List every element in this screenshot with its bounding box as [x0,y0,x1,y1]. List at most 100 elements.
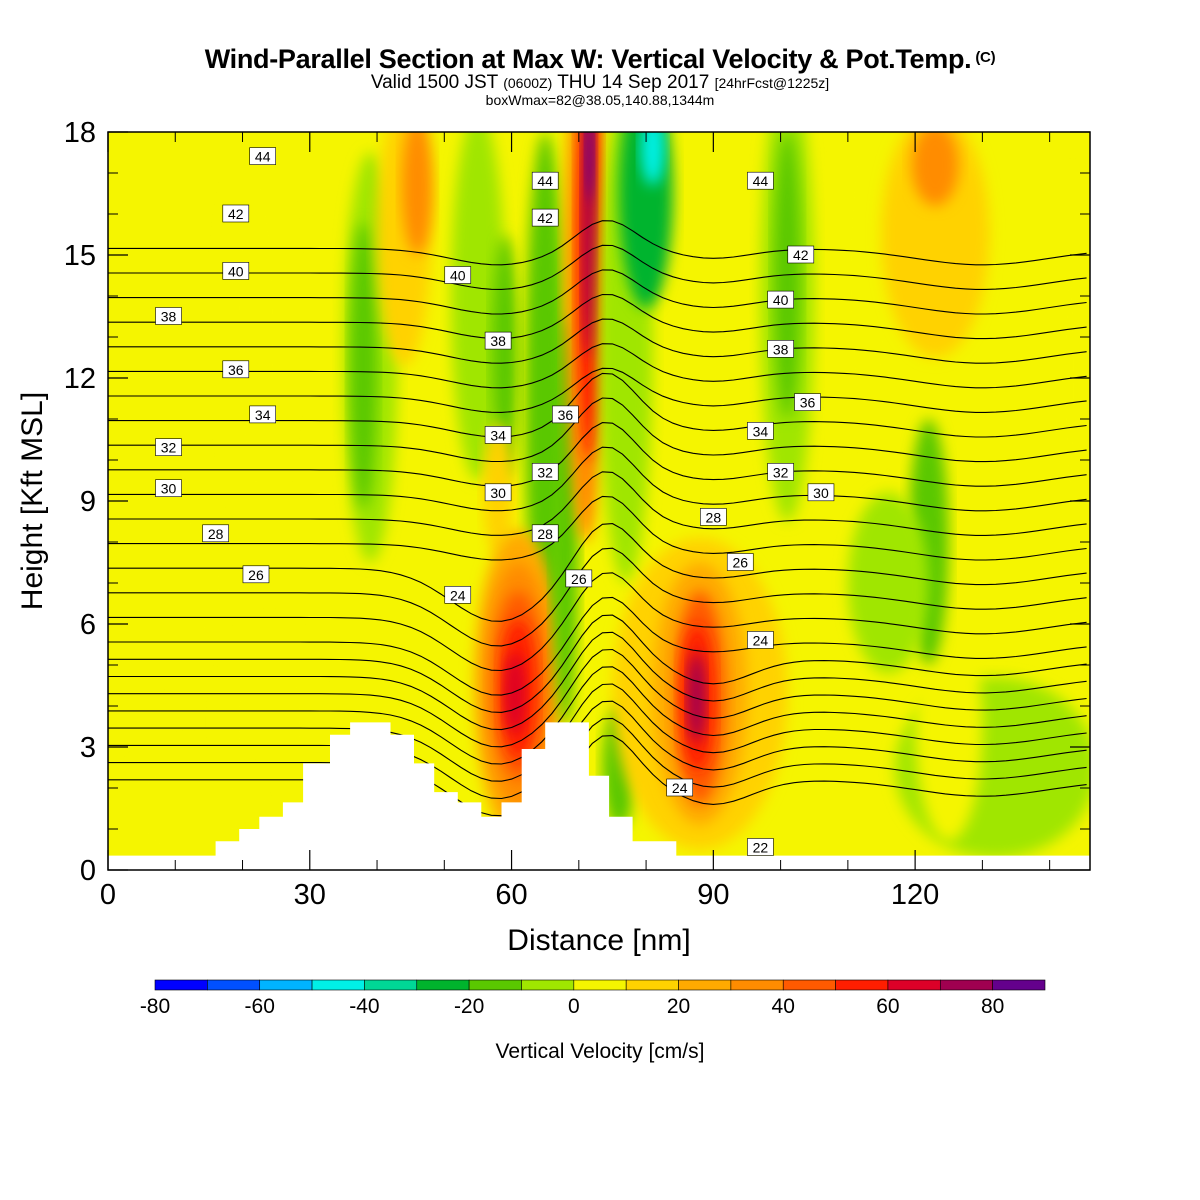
contour-label-5: 26 [571,571,587,587]
contour-label-15: 32 [773,464,789,480]
vv-region-24 [585,132,594,202]
contour-label-box-33 [747,171,774,190]
chart-title: Wind-Parallel Section at Max W: Vertical… [0,44,1200,75]
theta-contour-31 [108,572,1087,672]
contour-label-box-30 [787,245,815,264]
y-tick-label-2: 6 [80,609,96,641]
contour-label-box-13 [155,438,182,457]
contour-labels: 22 24 24 24 26 26 26 28 28 28 30 30 30 32 32 32 34 34 34 36… [155,147,835,856]
colorbar-tick-label-0: -80 [140,995,170,1018]
vv-region-27 [640,132,665,186]
colorbar-tick-label-2: -40 [349,995,379,1018]
contour-label-box-12 [807,483,835,502]
vv-region-11 [451,132,505,481]
contour-label-19: 36 [228,362,244,378]
contour-label-26: 40 [450,268,466,284]
vv-region-1 [222,624,317,821]
contour-label-box-17 [484,426,512,444]
theta-contour-34 [108,495,1087,561]
contour-label-10: 30 [161,481,177,497]
colorbar-tick-label-6: 40 [772,995,795,1018]
colorbar-bin-12 [782,979,836,991]
colorbar: -80 -60 -40 -20 0 20 40 60 80 [140,979,1046,1018]
y-tick-label-5: 15 [64,240,96,272]
contour-label-4: 26 [248,567,264,583]
theta-contour-29 [108,614,1087,713]
theta-contour-25 [108,683,1087,782]
contour-label-0: 22 [753,839,769,855]
valid-date: THU 14 Sep 2017 [557,72,710,93]
contour-label-box-25 [222,262,250,280]
colorbar-bin-3 [311,979,365,991]
theta-contour-33 [108,523,1087,622]
colorbar-tick-label-7: 60 [876,995,899,1018]
contour-label-8: 28 [537,526,553,542]
theta-contour-38 [108,397,1087,463]
colorbar-tick-label-8: 80 [981,995,1004,1018]
theta-contour-46 [108,220,1087,266]
contour-label-box-6 [726,553,754,571]
theta-contour-37 [108,422,1087,487]
theta-contour-44 [108,269,1087,315]
theta-contour-30 [108,596,1087,696]
contour-label-18: 34 [753,423,769,439]
contour-label-box-20 [552,405,579,424]
vv-region-12 [491,234,519,481]
contour-label-box-4 [242,565,270,584]
colorbar-bin-10 [678,979,732,991]
contour-label-13: 32 [161,440,177,456]
colorbar-bin-0 [154,979,208,991]
contour-label-box-24 [767,339,794,358]
colorbar-bin-2 [259,979,313,991]
vv-region-8 [350,222,378,510]
contour-label-12: 30 [813,485,829,501]
theta-contour-36 [108,446,1087,512]
colorbar-bin-1 [207,979,261,991]
x-tick-label-4: 120 [891,879,939,911]
vv-region-6 [915,611,983,842]
theta-contour-22 [108,735,1087,834]
vv-region-3 [121,747,256,870]
colorbar-bin-4 [364,979,418,991]
y-tick-label-0: 0 [80,855,96,887]
contour-label-28: 42 [228,206,244,222]
contour-label-1: 24 [672,780,688,796]
x-axis-label: Distance [nm] [507,924,690,957]
contour-label-box-1 [666,778,694,797]
colorbar-bin-13 [835,979,889,991]
colorbar-bin-8 [573,979,627,991]
contour-label-box-27 [767,290,794,309]
copyright-mark: (C) [975,49,996,66]
colorbar-tick-label-5: 20 [667,995,690,1018]
x-tick-label-1: 30 [294,879,326,911]
vv-region-40 [847,492,929,674]
colorbar-bin-14 [887,979,941,991]
contour-label-24: 38 [773,341,789,357]
contour-label-7: 28 [208,526,224,542]
vv-region-10 [401,132,433,255]
contour-label-33: 44 [753,173,769,189]
x-tick-label-3: 90 [697,879,729,911]
vv-region-38 [911,132,959,206]
forecast-info: [24hrFcst@1225z] [714,75,830,91]
contour-label-box-9 [700,508,727,526]
colorbar-bin-9 [625,979,679,991]
contour-label-box-26 [444,266,472,284]
contour-label-box-16 [249,405,276,424]
theta-contour-45 [108,244,1087,290]
contour-label-25: 40 [228,263,244,279]
valid-time: Valid 1500 JST [370,72,498,93]
contour-label-box-19 [222,360,250,379]
contour-label-32: 44 [537,173,553,189]
contour-label-22: 38 [161,309,177,325]
x-tick-label-0: 0 [100,879,116,911]
theta-contour-32 [108,547,1087,647]
colorbar-bin-6 [468,979,522,991]
x-tick-label-2: 60 [495,879,527,911]
contour-label-box-21 [794,393,821,411]
x-axis: 0 30 60 90 120 [100,132,1051,911]
contour-label-box-5 [565,569,593,588]
colorbar-bin-5 [416,979,470,991]
colorbar-bin-15 [939,979,993,991]
